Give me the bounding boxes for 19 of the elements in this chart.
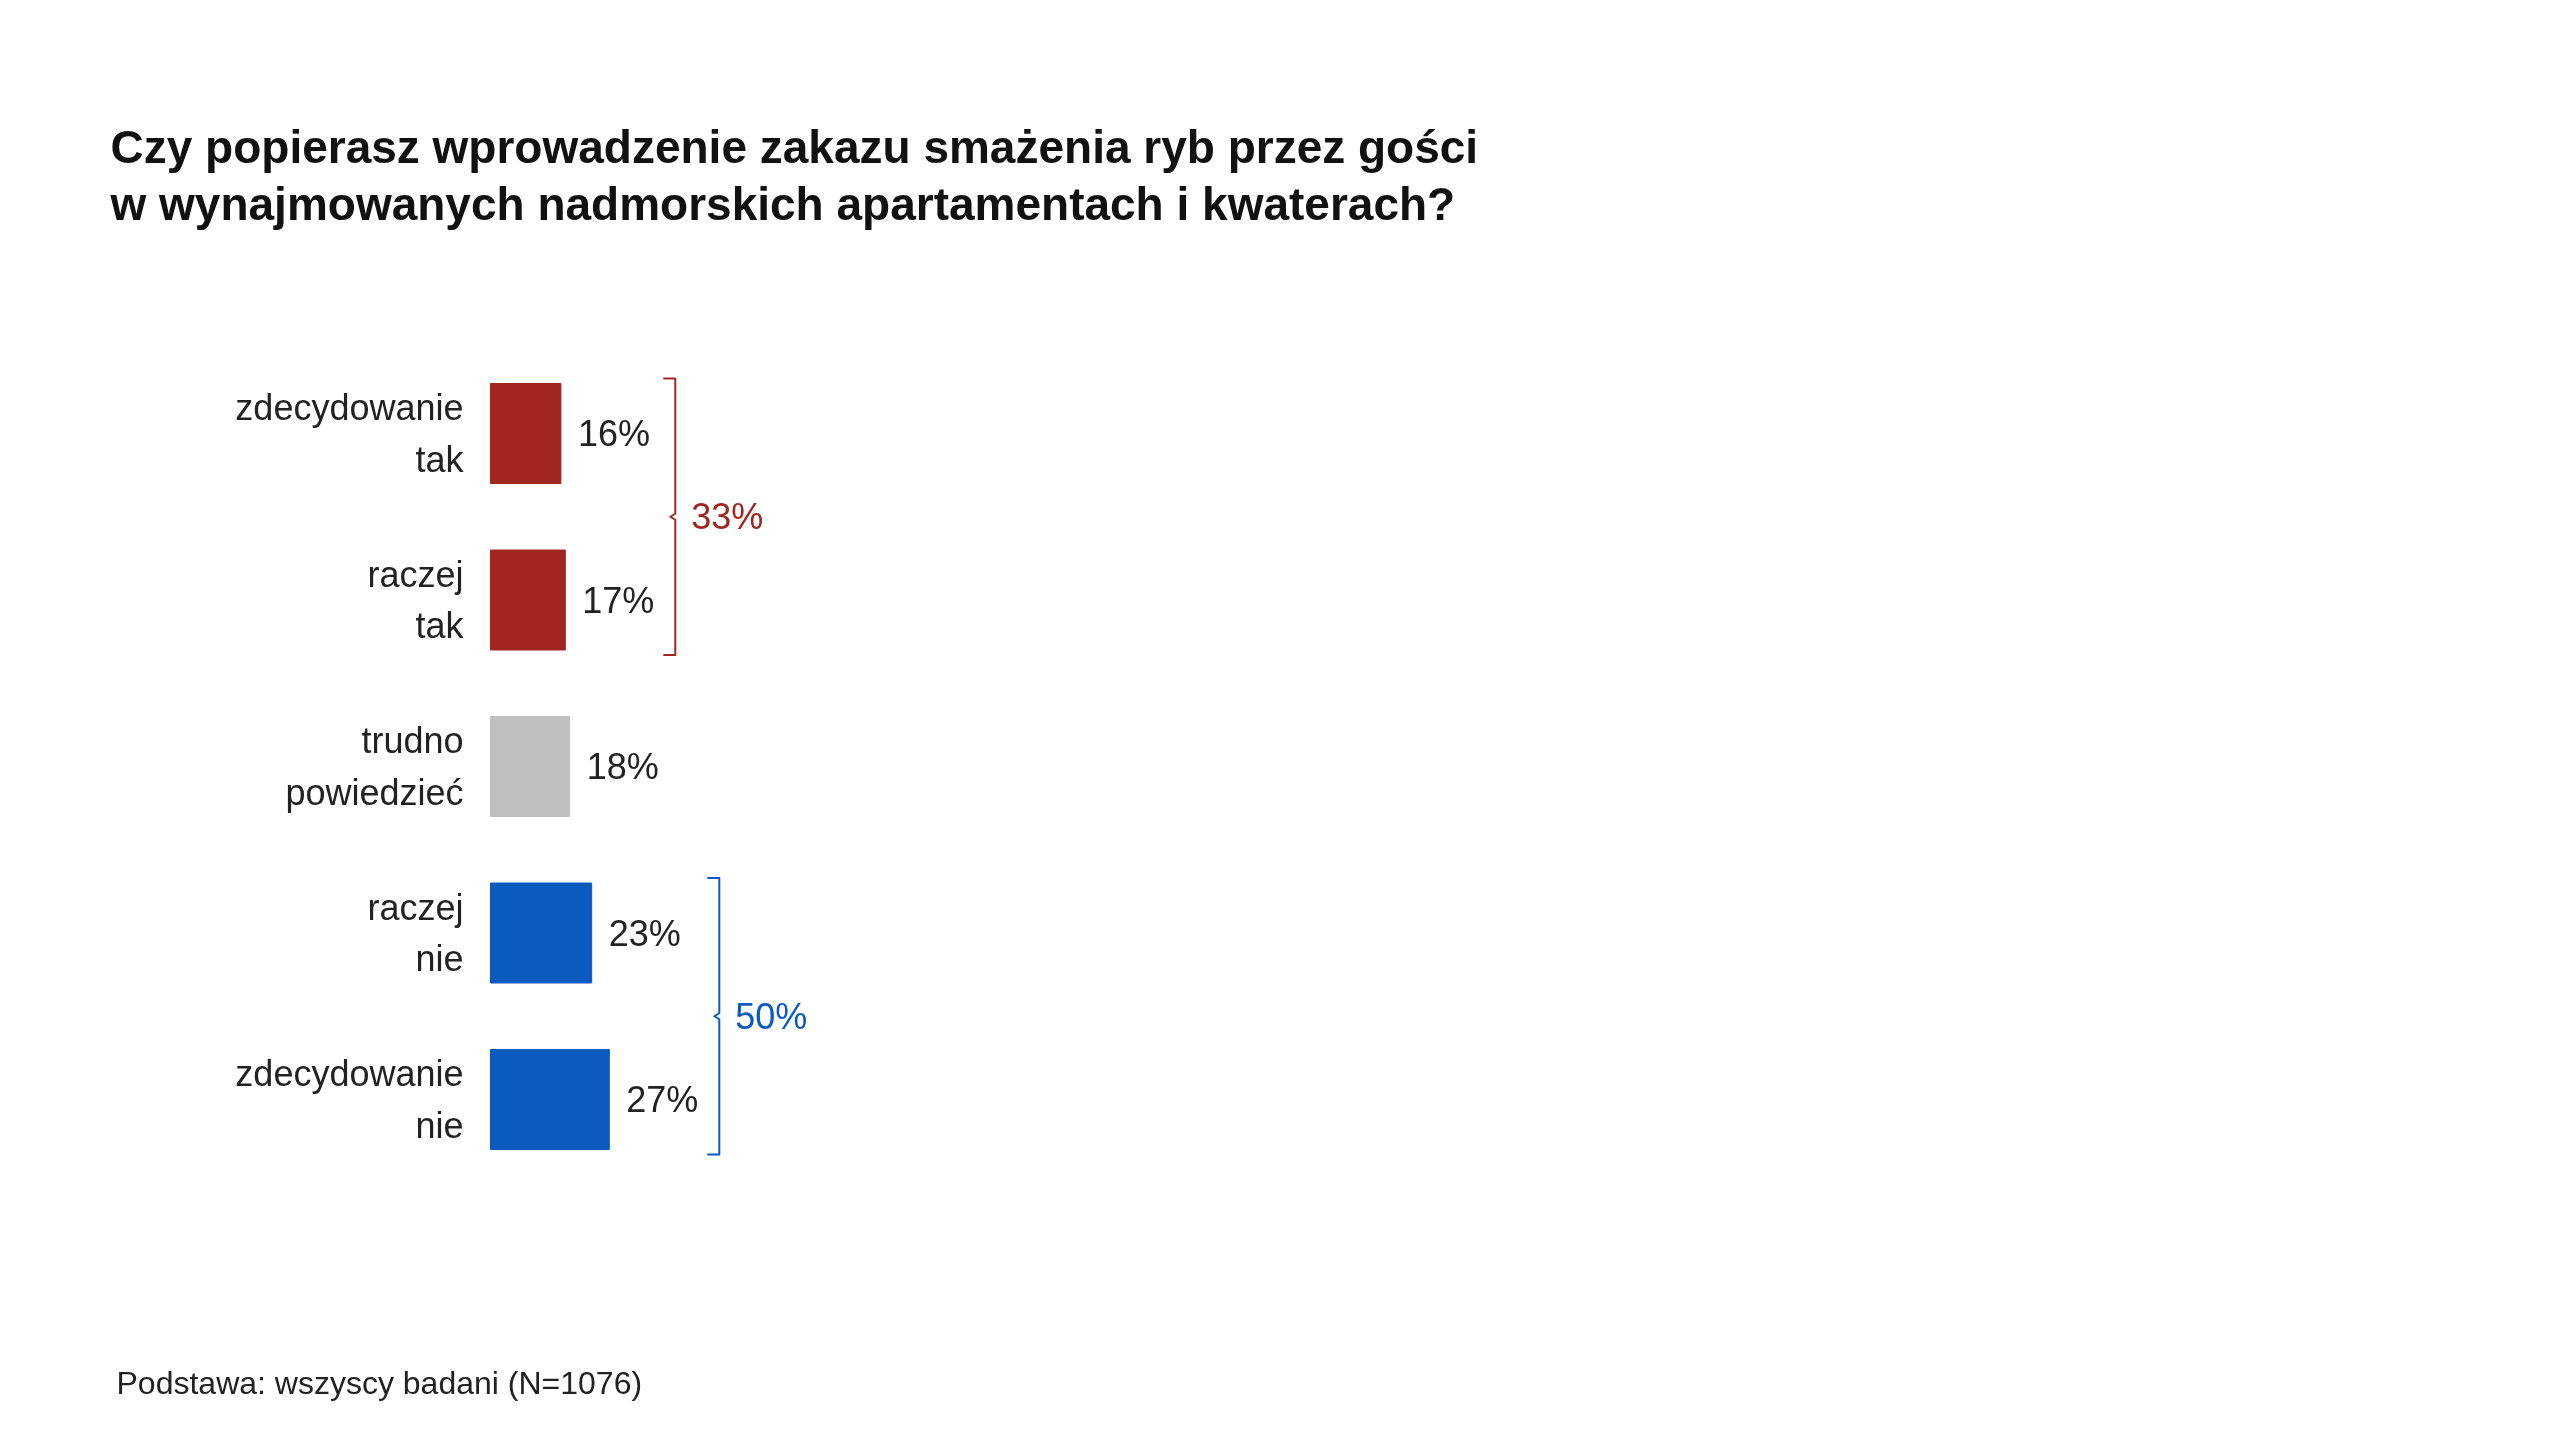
y-tick-label: trudno powiedzieć	[285, 720, 464, 813]
y-tick-label: raczej tak	[367, 553, 465, 647]
bar	[490, 716, 571, 817]
y-tick-label: zdecydowanie nie	[235, 1053, 464, 1146]
bar	[490, 383, 562, 484]
data-label: 17%	[582, 579, 655, 621]
bar	[490, 1049, 610, 1150]
data-label: 16%	[577, 413, 650, 454]
bar	[490, 882, 593, 984]
text: Podstawa: wszyscy badani (N=1076)	[116, 1364, 643, 1401]
data-label: 23%	[608, 912, 681, 954]
text: 33%	[691, 496, 764, 538]
bar	[490, 549, 566, 651]
text: Czy popierasz wprowadzenie zakazu smażenia ryb przez gości w wynajmowanych nadmorskich apartamentach i kwaterach?	[109, 120, 1479, 230]
text: 50%	[735, 995, 808, 1037]
data-label: 18%	[586, 746, 659, 787]
y-tick-label: raczej nie	[367, 886, 464, 980]
y-tick-label: zdecydowanie tak	[235, 387, 465, 480]
data-label: 27%	[626, 1079, 699, 1120]
